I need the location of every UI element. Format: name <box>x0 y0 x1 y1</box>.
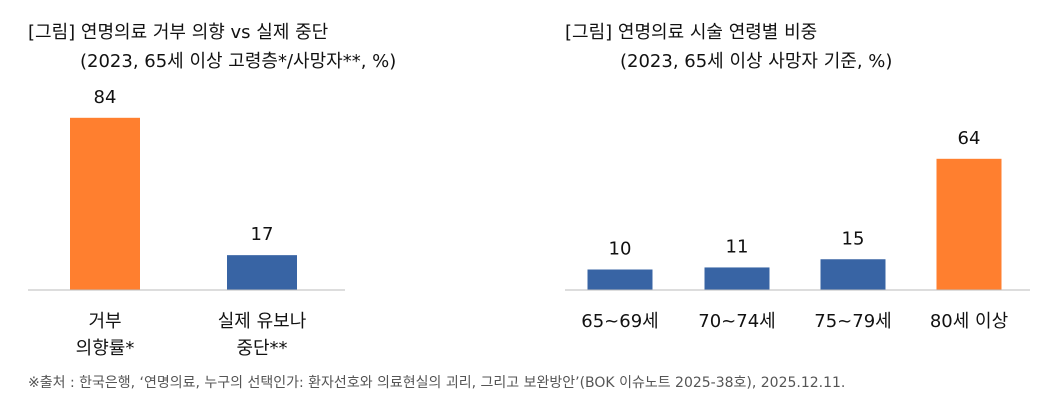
x-tick-label: 중단** <box>236 338 287 359</box>
x-tick-label: 65~69세 <box>581 311 658 332</box>
bar <box>70 117 140 290</box>
x-tick-label: 70~74세 <box>698 311 775 332</box>
x-tick-label: 75~79세 <box>814 311 891 332</box>
x-tick-label: 실제 유보나 <box>218 311 307 332</box>
data-label: 64 <box>958 128 981 149</box>
x-tick-label: 거부 <box>88 311 121 332</box>
x-tick-label: 의향률* <box>76 338 135 359</box>
bar <box>704 267 770 290</box>
bar <box>820 259 886 290</box>
data-label: 15 <box>842 228 865 249</box>
chart-title: (2023, 65세 이상 고령층*/사망자**, %) <box>80 51 396 72</box>
chart-title: [그림] 연명의료 시술 연령별 비중 <box>565 22 817 43</box>
bar <box>227 255 297 290</box>
data-label: 17 <box>251 224 274 245</box>
bar <box>936 158 1002 290</box>
chart-title: [그림] 연명의료 거부 의향 vs 실제 중단 <box>28 22 328 43</box>
data-label: 11 <box>726 236 749 257</box>
chart-title: (2023, 65세 이상 사망자 기준, %) <box>620 51 892 72</box>
source-note: ※출처 : 한국은행, ‘연명의료, 누구의 선택인가: 환자선호와 의료현실의… <box>28 375 845 391</box>
data-label: 84 <box>94 87 117 108</box>
x-tick-label: 80세 이상 <box>930 311 1008 332</box>
data-label: 10 <box>609 239 632 260</box>
bar <box>587 269 653 290</box>
